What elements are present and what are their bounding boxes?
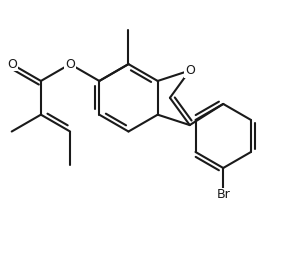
Text: Br: Br [216, 189, 230, 201]
Text: O: O [185, 64, 195, 77]
Text: O: O [65, 58, 75, 71]
Text: O: O [7, 58, 17, 71]
